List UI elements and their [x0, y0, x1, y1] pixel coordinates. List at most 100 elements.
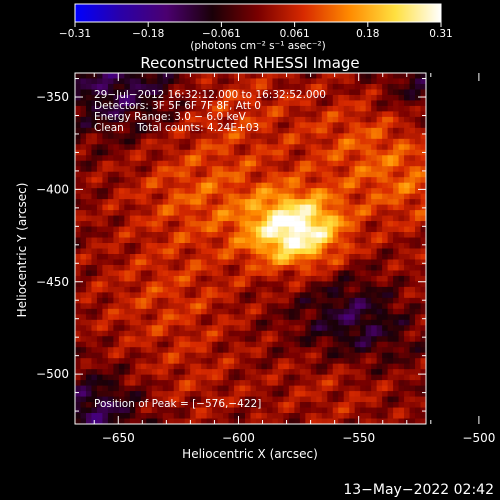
heatmap-cell — [85, 232, 92, 238]
heatmap-cell — [288, 330, 295, 337]
heatmap-cell — [310, 253, 317, 260]
heatmap-cell — [294, 270, 301, 277]
heatmap-cell — [102, 100, 109, 107]
heatmap-cell — [179, 248, 186, 255]
heatmap-cell — [316, 391, 323, 397]
heatmap-cell — [266, 100, 273, 107]
heatmap-cell — [354, 105, 361, 112]
heatmap-cell — [398, 166, 405, 173]
heatmap-cell — [217, 253, 224, 260]
heatmap-cell — [201, 100, 208, 107]
heatmap-cell — [80, 303, 87, 310]
heatmap-cell — [376, 303, 383, 310]
heatmap-cell — [239, 253, 246, 260]
heatmap-cell — [283, 226, 290, 233]
heatmap-cell — [382, 204, 389, 211]
heatmap-cell — [261, 89, 268, 96]
heatmap-cell — [157, 418, 164, 424]
heatmap-cell — [250, 122, 257, 129]
heatmap-cell — [332, 182, 339, 189]
heatmap-cell — [387, 204, 394, 211]
heatmap-cell — [195, 177, 202, 184]
heatmap-cell — [217, 275, 224, 282]
heatmap-cell — [277, 94, 284, 101]
heatmap-cell — [223, 341, 229, 348]
heatmap-cell — [124, 177, 131, 184]
heatmap-cell — [398, 160, 405, 167]
heatmap-cell — [96, 204, 103, 211]
heatmap-cell — [75, 188, 81, 195]
heatmap-cell — [420, 237, 426, 244]
heatmap-cell — [387, 105, 394, 112]
heatmap-cell — [80, 116, 87, 123]
heatmap-cell — [272, 89, 279, 96]
heatmap-cell — [327, 303, 334, 310]
heatmap-cell — [223, 292, 229, 299]
heatmap-cell — [365, 171, 372, 178]
heatmap-cell — [102, 303, 109, 310]
heatmap-cell — [212, 182, 218, 189]
heatmap-cell — [91, 127, 98, 134]
heatmap-cell — [184, 111, 191, 118]
heatmap-cell — [266, 73, 273, 79]
heatmap-cell — [360, 275, 367, 282]
heatmap-cell — [223, 232, 229, 238]
heatmap-cell — [75, 111, 81, 118]
heatmap-cell — [201, 188, 208, 195]
heatmap-cell — [85, 352, 92, 359]
heatmap-cell — [146, 253, 153, 260]
heatmap-cell — [376, 336, 383, 343]
heatmap-cell — [294, 308, 301, 315]
heatmap-cell — [354, 402, 361, 408]
heatmap-cell — [338, 347, 345, 354]
heatmap-cell — [146, 297, 153, 304]
heatmap-cell — [151, 336, 158, 343]
heatmap-cell — [305, 358, 312, 365]
heatmap-cell — [151, 380, 158, 387]
heatmap-cell — [299, 402, 306, 408]
heatmap-cell — [376, 160, 383, 167]
heatmap-cell — [80, 160, 87, 167]
heatmap-cell — [332, 286, 339, 293]
heatmap-cell — [195, 127, 202, 134]
heatmap-cell — [382, 281, 389, 288]
heatmap-cell — [91, 330, 98, 337]
heatmap-cell — [239, 210, 246, 216]
heatmap-cell — [91, 188, 98, 195]
heatmap-cell — [299, 138, 306, 145]
heatmap-cell — [124, 149, 131, 156]
heatmap-cell — [277, 166, 284, 173]
heatmap-cell — [316, 407, 323, 414]
heatmap-cell — [266, 253, 273, 260]
heatmap-cell — [266, 226, 273, 233]
heatmap-cell — [91, 308, 98, 315]
heatmap-cell — [184, 226, 191, 233]
heatmap-cell — [283, 391, 290, 397]
heatmap-cell — [255, 303, 262, 310]
heatmap-cell — [327, 188, 334, 195]
heatmap-cell — [146, 303, 153, 310]
heatmap-cell — [250, 210, 257, 216]
heatmap-cell — [272, 319, 279, 326]
heatmap-cell — [212, 253, 218, 260]
heatmap-cell — [294, 215, 301, 222]
heatmap-cell — [239, 204, 246, 211]
heatmap-cell — [157, 188, 164, 195]
heatmap-cell — [299, 133, 306, 140]
heatmap-cell — [184, 100, 191, 107]
heatmap-cell — [201, 303, 208, 310]
heatmap-cell — [151, 83, 158, 90]
heatmap-cell — [102, 226, 109, 233]
heatmap-cell — [316, 73, 323, 79]
heatmap-cell — [305, 89, 312, 96]
heatmap-cell — [316, 100, 323, 107]
heatmap-cell — [168, 155, 175, 162]
heatmap-cell — [387, 330, 394, 337]
heatmap-cell — [245, 160, 251, 167]
heatmap-cell — [261, 341, 268, 348]
heatmap-cell — [255, 144, 262, 151]
heatmap-cell — [316, 188, 323, 195]
heatmap-cell — [212, 270, 218, 277]
heatmap-cell — [409, 105, 416, 112]
heatmap-cell — [179, 402, 186, 408]
